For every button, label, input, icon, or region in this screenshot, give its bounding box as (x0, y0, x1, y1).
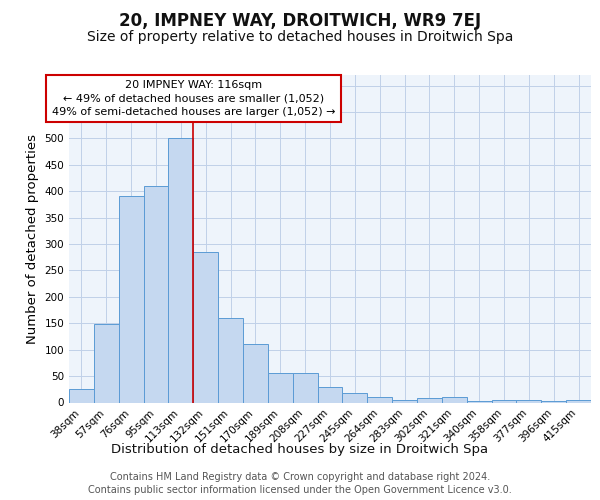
Text: Distribution of detached houses by size in Droitwich Spa: Distribution of detached houses by size … (112, 442, 488, 456)
Bar (94, 324, 119, 402)
Text: 20 IMPNEY WAY: 116sqm
← 49% of detached houses are smaller (1,052)
49% of semi-d: 20 IMPNEY WAY: 116sqm ← 49% of detached … (52, 80, 335, 116)
Y-axis label: Number of detached properties: Number of detached properties (26, 134, 39, 344)
Bar (541, 401, 566, 402)
Bar (367, 397, 392, 402)
Bar (392, 400, 417, 402)
Bar (491, 400, 517, 402)
Bar (169, 138, 193, 402)
Bar (343, 393, 367, 402)
Text: Contains HM Land Registry data © Crown copyright and database right 2024.: Contains HM Land Registry data © Crown c… (110, 472, 490, 482)
Bar (442, 397, 467, 402)
Bar (69, 390, 94, 402)
Bar (243, 344, 268, 403)
Bar (317, 386, 343, 402)
Bar (218, 318, 243, 402)
Text: Size of property relative to detached houses in Droitwich Spa: Size of property relative to detached ho… (87, 30, 513, 44)
Bar (268, 374, 293, 402)
Bar (566, 400, 591, 402)
Bar (143, 186, 169, 402)
Bar (417, 398, 442, 402)
Text: Contains public sector information licensed under the Open Government Licence v3: Contains public sector information licen… (88, 485, 512, 495)
Bar (293, 374, 317, 402)
Bar (119, 196, 143, 402)
Text: 20, IMPNEY WAY, DROITWICH, WR9 7EJ: 20, IMPNEY WAY, DROITWICH, WR9 7EJ (119, 12, 481, 30)
Bar (193, 252, 218, 402)
Bar (517, 400, 541, 402)
